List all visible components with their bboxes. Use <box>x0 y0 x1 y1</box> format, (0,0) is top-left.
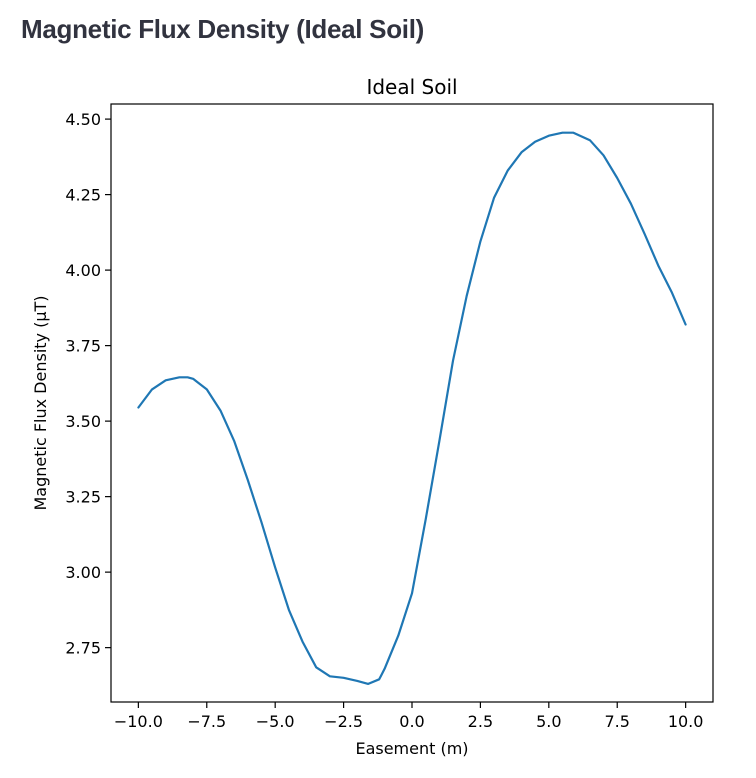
x-tick-label: −5.0 <box>256 712 295 731</box>
y-tick-label: 4.00 <box>65 261 101 280</box>
y-tick-label: 3.25 <box>65 488 101 507</box>
x-tick-label: 5.0 <box>536 712 561 731</box>
x-tick-label: 0.0 <box>399 712 424 731</box>
y-tick-label: 2.75 <box>65 639 101 658</box>
plot-area <box>137 131 687 686</box>
y-tick-label: 3.75 <box>65 337 101 356</box>
x-tick-label: 2.5 <box>468 712 493 731</box>
x-axis-label: Easement (m) <box>355 739 468 758</box>
y-tick-label: 4.25 <box>65 186 101 205</box>
y-tick-label: 4.50 <box>65 110 101 129</box>
x-tick-label: −10.0 <box>114 712 163 731</box>
y-tick-label: 3.00 <box>65 563 101 582</box>
y-axis-label: Magnetic Flux Density (µT) <box>31 295 50 510</box>
y-tick-label: 3.50 <box>65 412 101 431</box>
x-tick-label: 10.0 <box>668 712 704 731</box>
y-axis: 2.75 3.00 3.25 3.50 3.75 4.00 4.25 4.50 <box>65 110 111 658</box>
chart-title: Ideal Soil <box>366 75 457 99</box>
x-tick-label: 7.5 <box>605 712 630 731</box>
x-tick-label: −7.5 <box>187 712 226 731</box>
plot-frame <box>110 103 714 703</box>
page-heading: Magnetic Flux Density (Ideal Soil) <box>21 14 424 44</box>
x-axis: −10.0 −7.5 −5.0 −2.5 0.0 2.5 5.0 7.5 10.0 <box>114 702 704 731</box>
series-line-0 <box>137 131 687 686</box>
x-tick-label: −2.5 <box>324 712 363 731</box>
